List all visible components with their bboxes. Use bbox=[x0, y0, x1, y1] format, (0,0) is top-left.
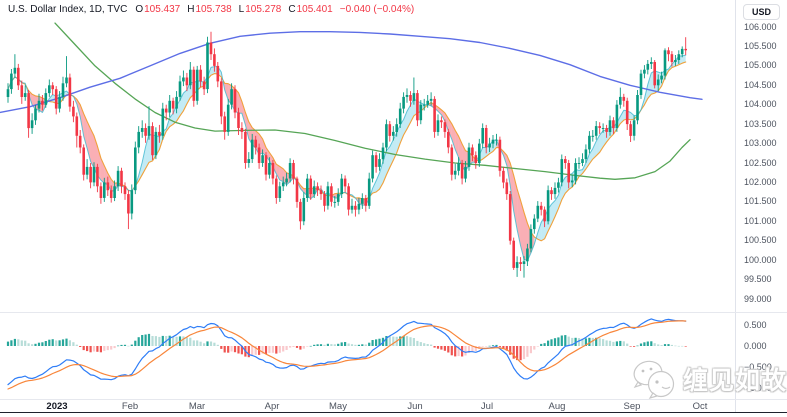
macd-tick: −0.500 bbox=[744, 361, 772, 372]
price-pane[interactable] bbox=[0, 22, 703, 278]
change-value: −0.040 (−0.04%) bbox=[339, 4, 415, 15]
price-tick: 103.500 bbox=[744, 118, 777, 129]
price-tick: 104.000 bbox=[744, 99, 777, 110]
low-label: L bbox=[238, 4, 245, 15]
time-tick: Sep bbox=[623, 401, 641, 412]
macd-tick: −1.000 bbox=[744, 382, 772, 393]
price-tick: 105.000 bbox=[744, 60, 777, 71]
open-value: 105.437 bbox=[144, 4, 181, 15]
ohlc-open: O105.437 bbox=[135, 4, 187, 15]
ohlc-low: L105.278 bbox=[239, 4, 289, 15]
time-tick: Aug bbox=[548, 401, 566, 412]
ohlc-high: H105.738 bbox=[187, 4, 238, 15]
axis-separator bbox=[735, 0, 736, 412]
symbol-legend: U.S. Dollar Index, 1D, TVC O105.437 H105.7… bbox=[8, 4, 414, 15]
time-tick: Oct bbox=[692, 401, 708, 412]
price-tick: 102.000 bbox=[744, 176, 777, 187]
chart-bottom-border bbox=[0, 412, 787, 413]
symbol-title[interactable]: U.S. Dollar Index, 1D, TVC bbox=[8, 4, 128, 15]
price-tick: 100.500 bbox=[744, 235, 777, 246]
open-label: O bbox=[135, 4, 144, 15]
price-tick: 106.000 bbox=[744, 21, 777, 32]
high-label: H bbox=[187, 4, 195, 15]
time-tick: Jun bbox=[407, 401, 423, 412]
macd-pane[interactable] bbox=[6, 318, 687, 390]
close-label: C bbox=[288, 4, 296, 15]
low-value: 105.278 bbox=[245, 4, 282, 15]
chart-canvas[interactable] bbox=[0, 0, 735, 400]
macd-tick: 0.000 bbox=[744, 340, 767, 351]
time-tick: 2023 bbox=[46, 401, 68, 412]
high-value: 105.738 bbox=[195, 4, 232, 15]
time-tick: Feb bbox=[121, 401, 139, 412]
price-axis[interactable]: 106.000 105.500 105.000 104.500 104.000 103.5… bbox=[736, 0, 787, 400]
price-tick: 104.500 bbox=[744, 79, 777, 90]
time-tick: Jul bbox=[480, 401, 494, 412]
price-tick: 100.000 bbox=[744, 254, 777, 265]
time-tick: May bbox=[329, 401, 347, 412]
pane-separator[interactable] bbox=[0, 312, 787, 313]
price-tick: 101.500 bbox=[744, 196, 777, 207]
price-tick: 101.000 bbox=[744, 215, 777, 226]
ohlc-close: C105.401 bbox=[288, 4, 339, 15]
price-tick: 105.500 bbox=[744, 40, 777, 51]
macd-tick: 0.500 bbox=[744, 319, 767, 330]
price-tick: 103.000 bbox=[744, 138, 777, 149]
currency-badge[interactable]: USD bbox=[742, 4, 780, 20]
close-value: 105.401 bbox=[296, 4, 333, 15]
time-axis-separator bbox=[0, 399, 787, 400]
time-tick: Apr bbox=[264, 401, 280, 412]
time-tick: Mar bbox=[188, 401, 206, 412]
price-tick: 102.500 bbox=[744, 157, 777, 168]
price-tick: 99.000 bbox=[744, 293, 772, 304]
price-tick: 99.500 bbox=[744, 274, 772, 285]
time-axis[interactable]: 2023 Feb Mar Apr May Jun Jul Aug Sep Oct bbox=[0, 401, 735, 413]
